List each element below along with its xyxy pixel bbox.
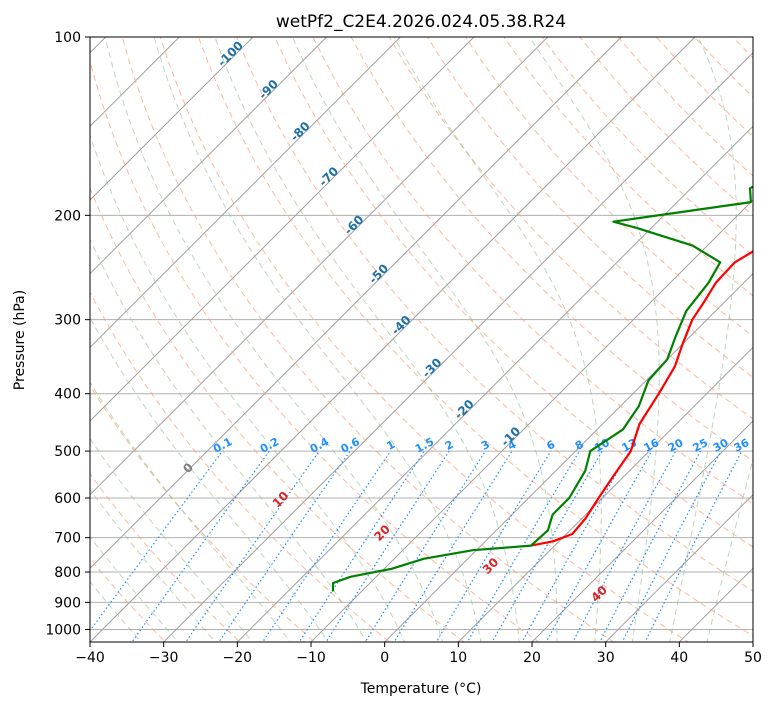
moist-adiabat-line bbox=[90, 237, 367, 642]
x-tick-label: −40 bbox=[75, 650, 105, 666]
moist-adiabat-line bbox=[104, 37, 444, 642]
moist-adiabat-line bbox=[706, 457, 753, 642]
moist-adiabat-line bbox=[90, 316, 329, 642]
temperature-profile-line bbox=[529, 250, 753, 547]
x-tick-label: 0 bbox=[380, 650, 389, 666]
mixing-ratio-line bbox=[572, 450, 677, 642]
mixing-ratio-line bbox=[466, 450, 580, 642]
y-tick-label: 200 bbox=[54, 208, 81, 224]
x-tick-label: 10 bbox=[449, 650, 467, 666]
mixing-ratio-line bbox=[435, 450, 552, 642]
mixing-ratio-label: 20 bbox=[666, 436, 686, 455]
y-tick-label: 100 bbox=[54, 30, 81, 46]
moist-adiabat-line bbox=[153, 37, 482, 642]
dry-adiabat-line bbox=[90, 186, 465, 642]
mixing-ratio-line bbox=[545, 450, 653, 642]
isotherm-line bbox=[457, 346, 753, 642]
mixing-ratio-line bbox=[364, 450, 486, 642]
dry-adiabat-line bbox=[236, 37, 753, 592]
mixing-ratio-line bbox=[393, 450, 513, 642]
y-axis-label: Pressure (hPa) bbox=[12, 290, 28, 390]
x-tick-label: 30 bbox=[597, 650, 615, 666]
dry-adiabat-line bbox=[90, 291, 391, 642]
dewpoint-profile-line bbox=[331, 185, 753, 592]
isotherm-line bbox=[236, 125, 753, 642]
y-tick-label: 800 bbox=[54, 565, 81, 581]
mixing-ratio-line bbox=[90, 450, 223, 632]
moist-adiabat-line bbox=[669, 37, 737, 642]
x-tick-label: 20 bbox=[523, 650, 541, 666]
moist-adiabat-line bbox=[291, 37, 558, 642]
moist-adiabat-line bbox=[90, 381, 291, 642]
mixing-ratio-line bbox=[131, 450, 270, 642]
isotherm-line bbox=[163, 51, 753, 642]
moist-adiabat-line bbox=[90, 437, 254, 642]
background-lines bbox=[90, 37, 753, 642]
dry-adiabat-line bbox=[90, 59, 540, 642]
mixing-ratio-line bbox=[298, 450, 425, 642]
chart-title: wetPf2_C2E4.2026.024.05.38.R24 bbox=[276, 12, 566, 32]
x-tick-label: −20 bbox=[223, 650, 253, 666]
dry-adiabat-line bbox=[274, 37, 753, 548]
mixing-ratio-label: 30 bbox=[711, 436, 731, 455]
mixing-ratio-label: 16 bbox=[642, 436, 662, 455]
mixing-ratio-line bbox=[599, 450, 702, 642]
isotherm-line bbox=[90, 37, 475, 422]
isotherm-line bbox=[310, 199, 753, 642]
mixing-ratio-line bbox=[262, 450, 392, 642]
moist-adiabat-line bbox=[214, 37, 520, 642]
x-tick-label: 50 bbox=[744, 650, 762, 666]
y-tick-label: 1000 bbox=[45, 622, 81, 638]
x-tick-label: 40 bbox=[670, 650, 688, 666]
y-tick-label: 600 bbox=[54, 491, 81, 507]
axes-layer: −40 −30 −20 −10 0 10 20 30 40 50 100 200 300 400 500 60… bbox=[45, 30, 762, 666]
plot-frame bbox=[89, 36, 754, 643]
isotherm-line bbox=[90, 37, 254, 201]
y-tick-label: 400 bbox=[54, 387, 81, 403]
dry-adiabat-line bbox=[312, 37, 753, 505]
dry-adiabat-line bbox=[503, 37, 753, 297]
x-tick-label: −10 bbox=[296, 650, 326, 666]
isotherm-line bbox=[384, 272, 753, 642]
isotherm-line bbox=[90, 37, 696, 642]
moist-adiabat-line bbox=[393, 37, 602, 642]
y-tick-label: 900 bbox=[54, 595, 81, 611]
mixing-ratio-label: 36 bbox=[732, 436, 752, 455]
mixing-ratio-label: 25 bbox=[691, 436, 711, 455]
moist-adiabat-line bbox=[90, 133, 406, 642]
series-layer bbox=[331, 185, 753, 592]
isotherm-line bbox=[90, 37, 622, 570]
dry-adiabat-line bbox=[90, 472, 241, 642]
x-axis-label: Temperature (°C) bbox=[360, 681, 482, 697]
mixing-ratio-line bbox=[491, 450, 603, 642]
dry-adiabat-line bbox=[121, 37, 615, 642]
mixing-ratio-line bbox=[218, 450, 351, 642]
y-tick-label: 300 bbox=[54, 313, 81, 329]
isotherm-line bbox=[90, 37, 328, 275]
dry-adiabat-line bbox=[465, 37, 753, 338]
y-tick-label: 500 bbox=[54, 444, 81, 460]
isotherm-line bbox=[90, 37, 549, 496]
isotherm-line bbox=[90, 37, 401, 349]
isotherm-line bbox=[531, 420, 753, 642]
moist-adiabat-line bbox=[90, 488, 216, 642]
y-tick-label: 700 bbox=[54, 531, 81, 547]
x-tick-label: −30 bbox=[149, 650, 179, 666]
isotherm-line bbox=[605, 493, 753, 642]
moist-adiabat-line bbox=[529, 37, 660, 642]
